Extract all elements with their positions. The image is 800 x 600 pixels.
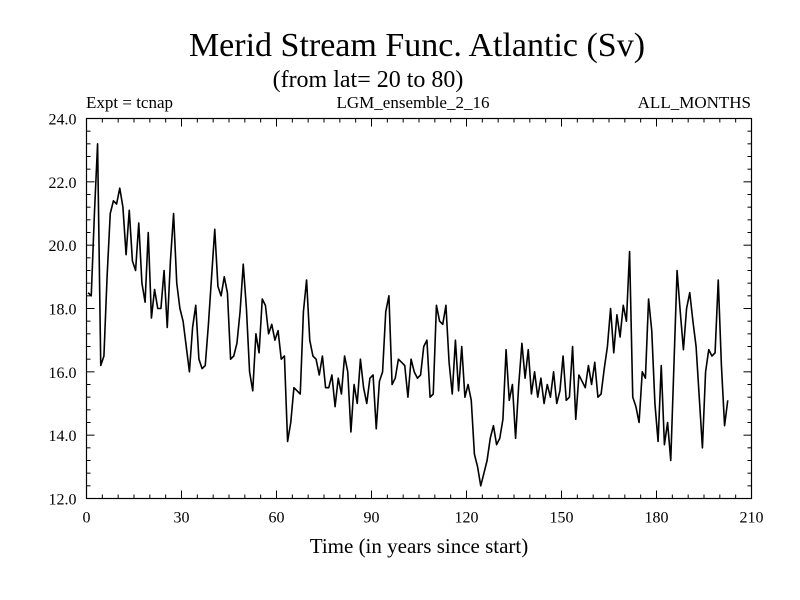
x-tick-label: 120 xyxy=(455,510,479,527)
header-right: ALL_MONTHS xyxy=(638,93,751,112)
x-tick-label: 60 xyxy=(269,510,285,527)
x-tick-label: 90 xyxy=(364,510,380,527)
chart-title: Merid Stream Func. Atlantic (Sv) xyxy=(189,27,645,64)
x-tick-label: 210 xyxy=(740,510,764,527)
x-tick-label: 150 xyxy=(550,510,574,527)
header-left: Expt = tcnap xyxy=(86,93,173,112)
y-tick-label: 20.0 xyxy=(49,238,77,255)
x-tick-label: 0 xyxy=(83,510,91,527)
x-axis-label: Time (in years since start) xyxy=(310,534,529,558)
axis-ticks xyxy=(86,118,752,499)
y-tick-label: 14.0 xyxy=(49,428,77,445)
y-tick-label: 16.0 xyxy=(49,365,77,382)
plot-frame xyxy=(85,117,753,500)
x-tick-label: 180 xyxy=(645,510,669,527)
y-tick-label: 24.0 xyxy=(49,112,77,129)
y-tick-label: 22.0 xyxy=(49,175,77,192)
axis-tick-labels: 0 30 60 90 120 150 180 210 12.0 14.0 16.0 18.0 20.0 2… xyxy=(49,112,764,527)
header-center: LGM_ensemble_2_16 xyxy=(337,93,490,112)
y-tick-label: 12.0 xyxy=(49,492,77,509)
y-tick-label: 18.0 xyxy=(49,302,77,319)
series-line xyxy=(87,143,729,487)
chart-subtitle: (from lat= 20 to 80) xyxy=(273,67,464,93)
x-tick-label: 30 xyxy=(174,510,190,527)
